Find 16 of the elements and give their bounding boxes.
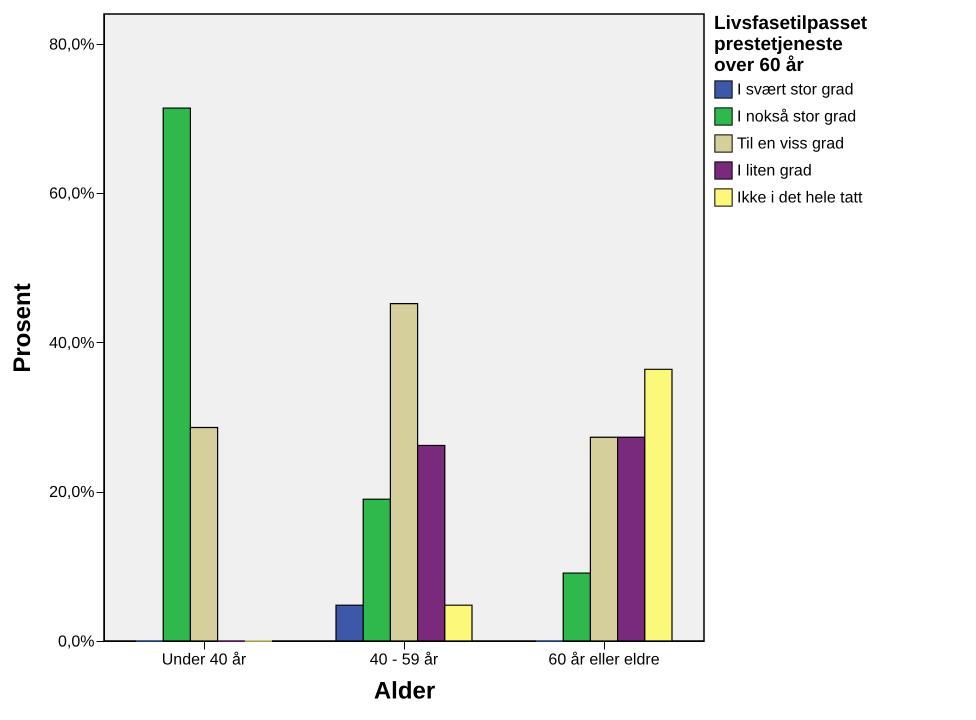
y-tick-label: 0,0%: [58, 634, 94, 650]
x-axis-title: Alder: [374, 678, 436, 704]
y-tick-label: 40,0%: [49, 334, 94, 352]
x-tick-label: 40 - 59 år: [370, 652, 439, 668]
legend-label: I svært stor grad: [737, 82, 854, 98]
legend-title: Livsfasetilpasset prestetjeneste over 60 år: [714, 13, 868, 76]
x-tick-label: 60 år eller eldre: [548, 652, 660, 668]
y-tick-label: 20,0%: [49, 484, 94, 502]
y-tick-label: 60,0%: [49, 186, 94, 203]
legend-label: I nokså stor grad: [737, 108, 856, 126]
y-axis-title: Prosent: [9, 283, 36, 373]
legend-label: I liten grad: [737, 162, 812, 180]
x-tick-label: Under 40 år: [162, 652, 247, 668]
legend-label: Ikke i det hele tatt: [737, 190, 863, 206]
legend-label: Til en viss grad: [737, 136, 844, 152]
y-tick-label: 80,0%: [49, 36, 94, 54]
